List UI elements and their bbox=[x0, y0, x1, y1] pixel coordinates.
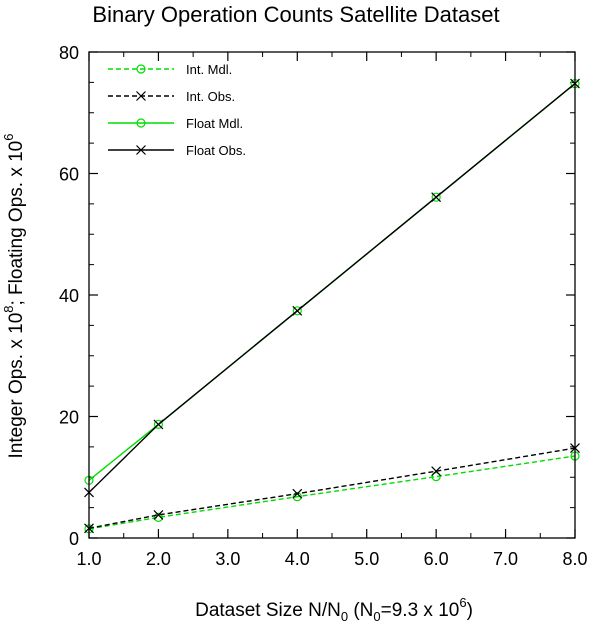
cross-stroke bbox=[136, 91, 146, 101]
legend-marker bbox=[136, 91, 146, 101]
cross-stroke bbox=[153, 419, 164, 430]
legend-marker bbox=[136, 118, 146, 128]
x-axis-label: Dataset Size N/N0 (N0=9.3 x 106) bbox=[195, 595, 473, 624]
x-tick-label: 8.0 bbox=[562, 549, 587, 569]
data-point bbox=[431, 472, 441, 482]
x-tick-label: 5.0 bbox=[354, 549, 379, 569]
data-point bbox=[431, 466, 442, 477]
data-point bbox=[431, 192, 442, 203]
legend-marker bbox=[136, 64, 146, 74]
x-tick-label: 2.0 bbox=[146, 549, 171, 569]
series-line bbox=[88, 83, 576, 493]
y-tick-label: 80 bbox=[59, 43, 79, 63]
legend-label: Float Mdl. bbox=[186, 116, 243, 131]
cross-stroke bbox=[292, 305, 303, 316]
data-point bbox=[153, 419, 164, 429]
chart-title: Binary Operation Counts Satellite Datase… bbox=[92, 2, 499, 27]
cross-stroke bbox=[431, 466, 442, 477]
cross-stroke bbox=[431, 192, 442, 203]
data-point bbox=[292, 305, 303, 316]
data-point bbox=[153, 509, 164, 520]
x-tick-label: 1.0 bbox=[76, 549, 101, 569]
data-point bbox=[431, 192, 441, 202]
data-point bbox=[153, 512, 164, 522]
cross-stroke bbox=[292, 488, 303, 499]
legend-label: Int. Obs. bbox=[186, 89, 235, 104]
cross-stroke bbox=[136, 145, 146, 155]
legend-label: Int. Mdl. bbox=[186, 62, 232, 77]
data-point bbox=[153, 419, 164, 430]
series-line bbox=[88, 455, 576, 530]
data-point bbox=[292, 488, 303, 499]
data-point bbox=[292, 306, 302, 316]
tick-labels: 1.0 2.0 3.0 4.0 5.0 6.0 7.0 8.0 0 20 40 60 80 bbox=[59, 43, 588, 569]
y-tick-label: 40 bbox=[59, 286, 79, 306]
y-axis-label: Integer Ops. x 108; Floating Ops. x 106 bbox=[1, 134, 27, 459]
data-point bbox=[292, 492, 302, 502]
y-tick-label: 60 bbox=[59, 165, 79, 185]
legend: Int. Mdl. Int. Obs. Float Mdl. Float Obs. bbox=[108, 62, 246, 158]
y-tick-label: 20 bbox=[59, 408, 79, 428]
cross-stroke bbox=[153, 509, 164, 520]
x-tick-label: 4.0 bbox=[285, 549, 310, 569]
plot-frame bbox=[88, 51, 576, 539]
legend-label: Float Obs. bbox=[186, 143, 246, 158]
ticks-layer bbox=[88, 51, 576, 539]
x-tick-label: 3.0 bbox=[215, 549, 240, 569]
legend-marker bbox=[136, 145, 146, 155]
y-tick-label: 0 bbox=[69, 529, 79, 549]
x-tick-label: 6.0 bbox=[424, 549, 449, 569]
series-layer bbox=[84, 78, 580, 534]
x-tick-label: 7.0 bbox=[493, 549, 518, 569]
